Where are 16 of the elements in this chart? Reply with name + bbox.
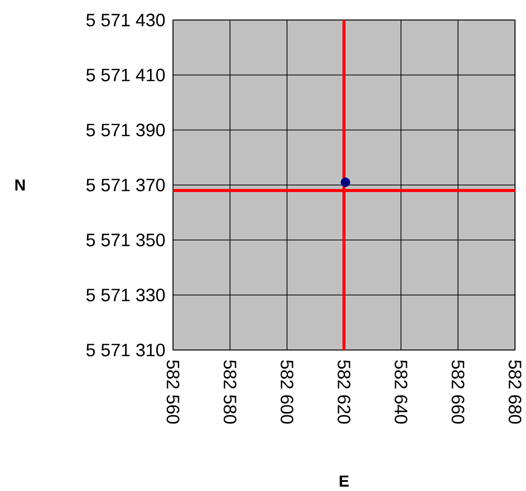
x-tick-label: 582 580 (224, 360, 236, 424)
y-tick-label: 5 571 350 (86, 234, 165, 246)
y-axis-title: N (15, 180, 25, 190)
x-tick-label: 582 660 (452, 360, 464, 424)
y-tick-label: 5 571 370 (86, 178, 165, 192)
x-tick-label: 582 560 (166, 360, 180, 424)
x-tick-label: 582 680 (508, 360, 522, 424)
y-tick-label: 5 571 310 (86, 344, 165, 356)
x-tick-label: 582 620 (338, 360, 350, 424)
y-tick-label: 5 571 430 (86, 14, 165, 26)
x-axis-title: E (340, 476, 349, 487)
y-tick-label: 5 571 330 (86, 288, 165, 302)
x-tick-label: 582 600 (280, 360, 294, 424)
y-tick-label: 5 571 410 (86, 68, 165, 82)
y-tick-label: 5 571 390 (86, 124, 165, 136)
x-tick-label: 582 640 (394, 360, 408, 424)
